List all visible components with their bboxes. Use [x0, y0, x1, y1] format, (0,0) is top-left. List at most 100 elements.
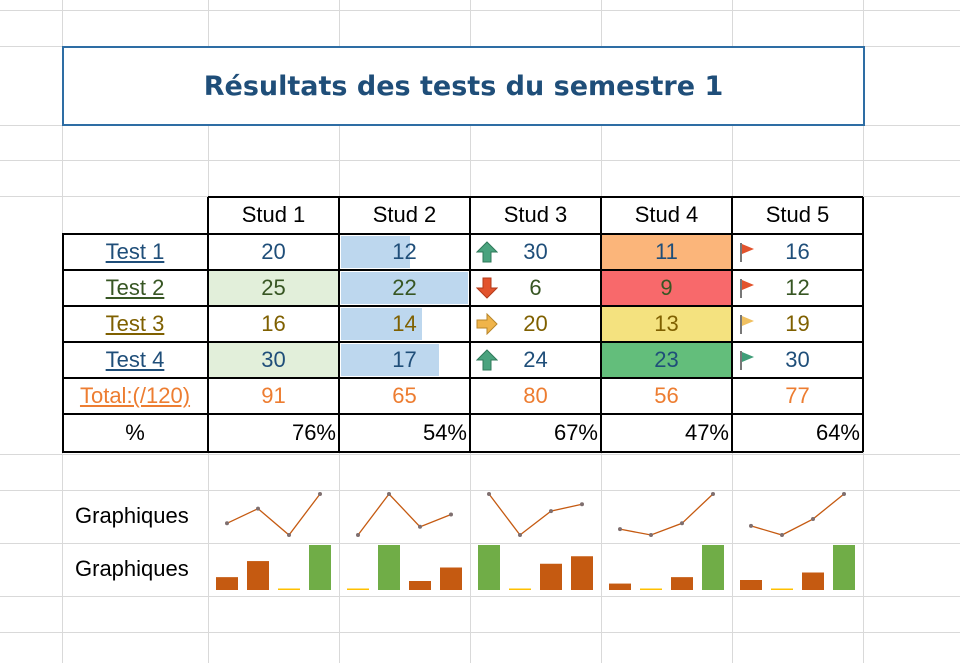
cell-value: 20	[261, 239, 286, 264]
sparkline-line	[357, 492, 452, 536]
sparkline-column	[609, 583, 631, 590]
sparkline-column	[409, 581, 431, 590]
row-label[interactable]: Test 3	[62, 306, 208, 342]
column-header[interactable]: Stud 4	[601, 196, 732, 234]
percent-cell[interactable]: 76%	[208, 414, 339, 452]
percent-cell[interactable]: 54%	[339, 414, 470, 452]
cell-value: 6	[529, 275, 542, 300]
sparkline-marker	[356, 533, 360, 537]
cell-value: 12	[392, 239, 417, 264]
cell-value: 30	[261, 347, 286, 372]
flag-yellow-icon	[740, 315, 754, 334]
sparkline-column	[740, 580, 762, 590]
results-table: Stud 1 Stud 2 Stud 3 Stud 4 Stud 5 Test 1 20 12…	[62, 196, 864, 454]
sparkline-line	[750, 493, 845, 536]
percent-cell[interactable]: 67%	[470, 414, 601, 452]
sparkline-marker	[418, 524, 422, 529]
row-label-link: Test 2	[105, 275, 165, 300]
percent-value: 67%	[553, 420, 598, 445]
table-cell[interactable]: 20	[470, 306, 601, 342]
percent-label-text: %	[125, 420, 145, 445]
table-cell[interactable]: 12	[732, 270, 863, 306]
cell-value: 30	[785, 347, 810, 372]
sparkline-marker	[680, 521, 684, 526]
total-cell[interactable]: 56	[601, 378, 732, 414]
percent-cell[interactable]: 64%	[732, 414, 863, 452]
column-header[interactable]: Stud 1	[208, 196, 339, 234]
column-header-label: Stud 5	[765, 202, 830, 227]
sparkline-line	[226, 493, 321, 536]
sparkline-marker	[749, 523, 753, 528]
arrow-right-icon	[476, 313, 498, 335]
column-header[interactable]: Stud 2	[339, 196, 470, 234]
percent-label[interactable]: %	[62, 414, 208, 452]
sparkline-column	[509, 588, 531, 590]
total-cell[interactable]: 65	[339, 378, 470, 414]
cell-value: 9	[660, 275, 673, 300]
table-cell[interactable]: 23	[601, 342, 732, 378]
row-label-link: Test 1	[105, 239, 165, 264]
column-header[interactable]: Stud 5	[732, 196, 863, 234]
flag-red-icon	[740, 243, 754, 262]
sparkline-marker	[449, 512, 453, 517]
table-cell[interactable]: 24	[470, 342, 601, 378]
sparkline-column	[540, 563, 562, 590]
table-cell[interactable]: 11	[601, 234, 732, 270]
sparkline-marker	[711, 492, 715, 496]
total-cell[interactable]: 77	[732, 378, 863, 414]
flag-red-icon	[740, 279, 754, 298]
total-value: 65	[392, 383, 417, 408]
cell-value: 23	[654, 347, 679, 372]
sparkline-column	[671, 577, 693, 590]
table-cell[interactable]: 13	[601, 306, 732, 342]
table-cell[interactable]: 9	[601, 270, 732, 306]
row-label[interactable]: Test 2	[62, 270, 208, 306]
table-cell[interactable]: 19	[732, 306, 863, 342]
table-cell[interactable]: 17	[339, 342, 470, 378]
table-cell[interactable]: 16	[208, 306, 339, 342]
sparkline-marker	[225, 521, 229, 526]
table-cell[interactable]: 22	[339, 270, 470, 306]
cell-value: 25	[261, 275, 286, 300]
table-cell[interactable]: 30	[208, 342, 339, 378]
column-header-label: Stud 4	[634, 202, 699, 227]
sparkline-column	[216, 577, 238, 590]
sparkline-marker	[487, 492, 491, 496]
row-label[interactable]: Test 4	[62, 342, 208, 378]
sparkline-line-label[interactable]: Graphiques	[75, 503, 189, 528]
sparkline-marker	[549, 509, 553, 514]
table-cell[interactable]: 12	[339, 234, 470, 270]
sparkline-marker	[649, 533, 653, 537]
sparkline-marker	[256, 506, 260, 511]
percent-cell[interactable]: 47%	[601, 414, 732, 452]
cell-value: 17	[392, 347, 417, 372]
total-cell[interactable]: 91	[208, 378, 339, 414]
total-label-link: Total:(/120)	[79, 383, 191, 408]
sparkline-column	[440, 567, 462, 590]
sparkline-marker	[287, 533, 291, 537]
title-box[interactable]: Résultats des tests du semestre 1	[62, 46, 865, 126]
sparkline-column-label[interactable]: Graphiques	[75, 556, 189, 581]
table-cell[interactable]: 14	[339, 306, 470, 342]
percent-value: 54%	[422, 420, 467, 445]
column-header[interactable]: Stud 3	[470, 196, 601, 234]
total-label[interactable]: Total:(/120)	[62, 378, 208, 414]
data-bar	[341, 272, 468, 304]
sparkline-marker	[387, 492, 391, 496]
sparkline-column	[702, 545, 724, 590]
sparkline-marker	[518, 533, 522, 537]
sparkline-line	[619, 493, 714, 536]
row-label[interactable]: Test 1	[62, 234, 208, 270]
table-cell[interactable]: 16	[732, 234, 863, 270]
table-cell[interactable]: 30	[470, 234, 601, 270]
cell-value: 11	[655, 239, 678, 264]
page-title: Résultats des tests du semestre 1	[203, 70, 724, 102]
table-cell[interactable]: 6	[470, 270, 601, 306]
table-cell[interactable]: 25	[208, 270, 339, 306]
total-cell[interactable]: 80	[470, 378, 601, 414]
sparkline-column	[771, 588, 793, 590]
table-cell[interactable]: 30	[732, 342, 863, 378]
sparkline-line	[488, 493, 583, 536]
cell-value: 24	[523, 347, 548, 372]
table-cell[interactable]: 20	[208, 234, 339, 270]
